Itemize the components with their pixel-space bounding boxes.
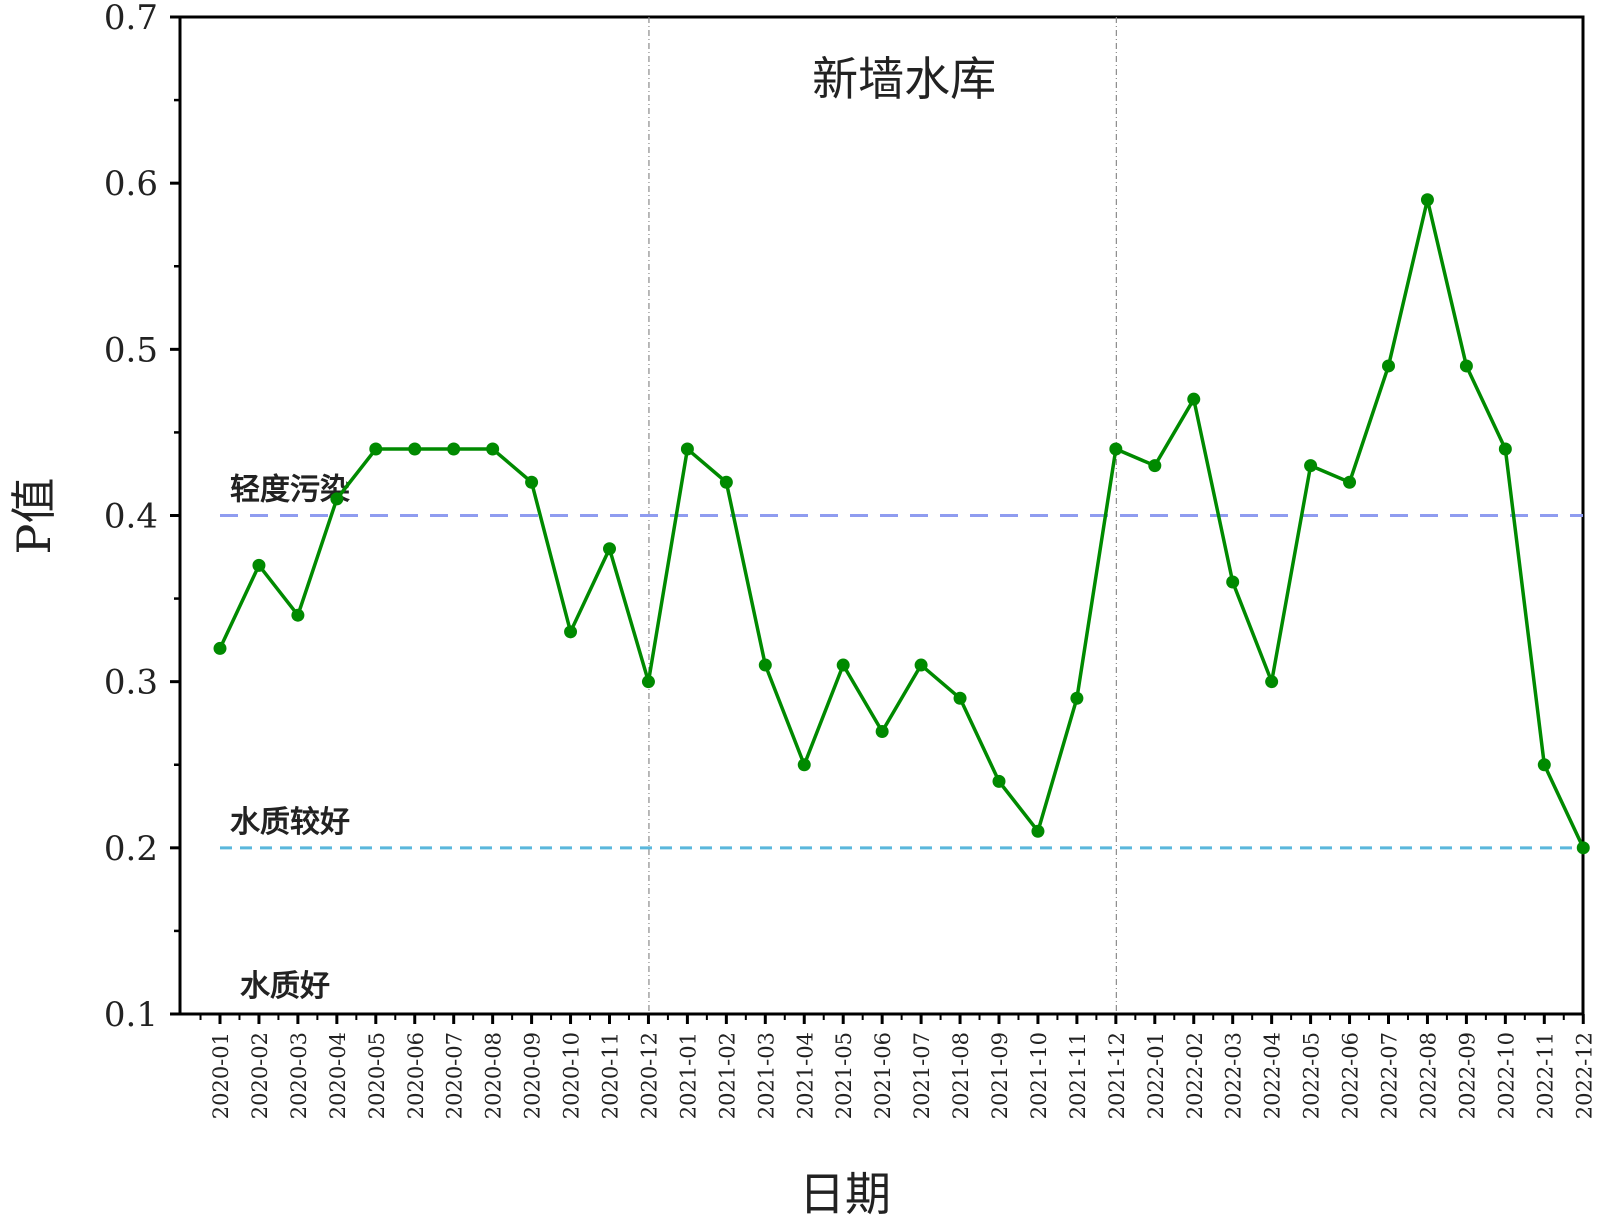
data-point bbox=[1576, 841, 1590, 855]
data-point bbox=[525, 475, 539, 489]
x-tick-label: 2020-12 bbox=[637, 1032, 661, 1119]
data-point bbox=[758, 658, 772, 672]
data-point bbox=[603, 542, 616, 556]
x-tick-label: 2020-03 bbox=[287, 1032, 311, 1119]
x-tick-label: 2020-09 bbox=[521, 1032, 545, 1119]
data-point bbox=[408, 442, 422, 456]
x-tick-label: 2022-10 bbox=[1494, 1032, 1518, 1119]
y-tick-label: 0.2 bbox=[104, 829, 158, 869]
data-point bbox=[1537, 758, 1551, 772]
data-point bbox=[1382, 359, 1395, 373]
x-tick-label: 2021-12 bbox=[1105, 1032, 1129, 1119]
x-tick-label: 2022-04 bbox=[1261, 1032, 1285, 1119]
x-tick-label: 2020-11 bbox=[599, 1032, 623, 1119]
data-point bbox=[1070, 691, 1084, 705]
x-tick-label: 2022-12 bbox=[1572, 1032, 1596, 1119]
data-point bbox=[486, 442, 500, 456]
data-point bbox=[330, 492, 344, 506]
x-tick-label: 2022-09 bbox=[1455, 1032, 1479, 1119]
x-tick-label: 2020-07 bbox=[443, 1032, 467, 1119]
data-point bbox=[1420, 193, 1434, 207]
data-point bbox=[719, 475, 733, 489]
data-point bbox=[1265, 675, 1279, 689]
x-tick-label: 2021-05 bbox=[832, 1032, 856, 1119]
data-point bbox=[1187, 392, 1201, 406]
x-tick-label: 2022-07 bbox=[1378, 1032, 1402, 1119]
data-point bbox=[1343, 475, 1357, 489]
data-point bbox=[447, 442, 461, 456]
x-tick-label: 2020-04 bbox=[326, 1032, 350, 1119]
data-point bbox=[1304, 459, 1318, 473]
x-tick-label: 2021-07 bbox=[910, 1032, 934, 1119]
y-tick-label: 0.7 bbox=[104, 0, 158, 38]
data-point bbox=[252, 558, 266, 572]
y-tick-label: 0.1 bbox=[104, 995, 158, 1035]
data-point bbox=[1226, 575, 1240, 589]
x-tick-label: 2021-11 bbox=[1066, 1032, 1090, 1119]
y-tick-label: 0.3 bbox=[104, 663, 158, 703]
data-point bbox=[836, 658, 850, 672]
x-tick-label: 2020-05 bbox=[365, 1032, 389, 1119]
x-tick-label: 2021-01 bbox=[676, 1032, 700, 1119]
data-point bbox=[914, 658, 928, 672]
y-tick-label: 0.4 bbox=[104, 497, 158, 537]
x-tick-label: 2022-03 bbox=[1222, 1032, 1246, 1119]
x-tick-label: 2022-06 bbox=[1339, 1032, 1363, 1119]
x-tick-label: 2021-02 bbox=[715, 1032, 739, 1119]
x-tick-label: 2021-09 bbox=[988, 1032, 1012, 1119]
data-point bbox=[369, 442, 383, 456]
x-tick-label: 2020-08 bbox=[482, 1032, 506, 1119]
reference-label: 水质较好 bbox=[230, 805, 350, 840]
data-point bbox=[875, 725, 889, 739]
x-tick-label: 2020-02 bbox=[248, 1032, 272, 1119]
data-point bbox=[213, 641, 227, 655]
x-tick-label: 2021-03 bbox=[754, 1032, 778, 1119]
data-point bbox=[1498, 442, 1512, 456]
x-axis-title: 日期 bbox=[799, 1167, 891, 1221]
x-tick-label: 2022-11 bbox=[1533, 1032, 1557, 1119]
x-tick-label: 2020-10 bbox=[560, 1032, 584, 1119]
x-tick-label: 2021-10 bbox=[1027, 1032, 1051, 1119]
x-tick-label: 2020-06 bbox=[404, 1032, 428, 1119]
data-point bbox=[953, 691, 967, 705]
y-tick-label: 0.6 bbox=[104, 164, 158, 204]
data-point bbox=[1031, 824, 1045, 838]
series-layer bbox=[213, 193, 1590, 855]
chart-title: 新墙水库 bbox=[812, 52, 996, 106]
data-point bbox=[1148, 459, 1162, 473]
y-axis: 0.1 0.2 0.3 0.4 0.5 0.6 0.7 bbox=[104, 0, 180, 1035]
x-tick-label: 2021-06 bbox=[871, 1032, 895, 1119]
x-tick-label: 2021-08 bbox=[949, 1032, 973, 1119]
data-point bbox=[1109, 442, 1123, 456]
x-tick-label: 2022-05 bbox=[1300, 1032, 1324, 1119]
data-point bbox=[641, 675, 655, 689]
x-tick-label: 2021-04 bbox=[793, 1032, 817, 1119]
data-point bbox=[564, 625, 578, 639]
series-line bbox=[218, 198, 1585, 849]
data-point bbox=[992, 774, 1006, 788]
y-axis-title: P值 bbox=[7, 478, 61, 555]
data-point bbox=[291, 608, 305, 622]
x-tick-label: 2022-02 bbox=[1183, 1032, 1207, 1119]
data-point bbox=[797, 758, 811, 772]
data-point bbox=[680, 442, 694, 456]
x-tick-label: 2022-08 bbox=[1416, 1032, 1440, 1119]
reference-label: 水质好 bbox=[240, 969, 330, 1004]
data-point bbox=[1459, 359, 1473, 373]
x-tick-label: 2020-01 bbox=[209, 1032, 233, 1119]
y-tick-label: 0.5 bbox=[104, 330, 158, 370]
reference-label: 轻度污染 bbox=[230, 473, 350, 508]
x-axis: 2020-01 2020-02 2020-03 2020-04 2020-05 2020-… bbox=[199, 1014, 1596, 1119]
x-tick-label: 2022-01 bbox=[1144, 1032, 1168, 1119]
